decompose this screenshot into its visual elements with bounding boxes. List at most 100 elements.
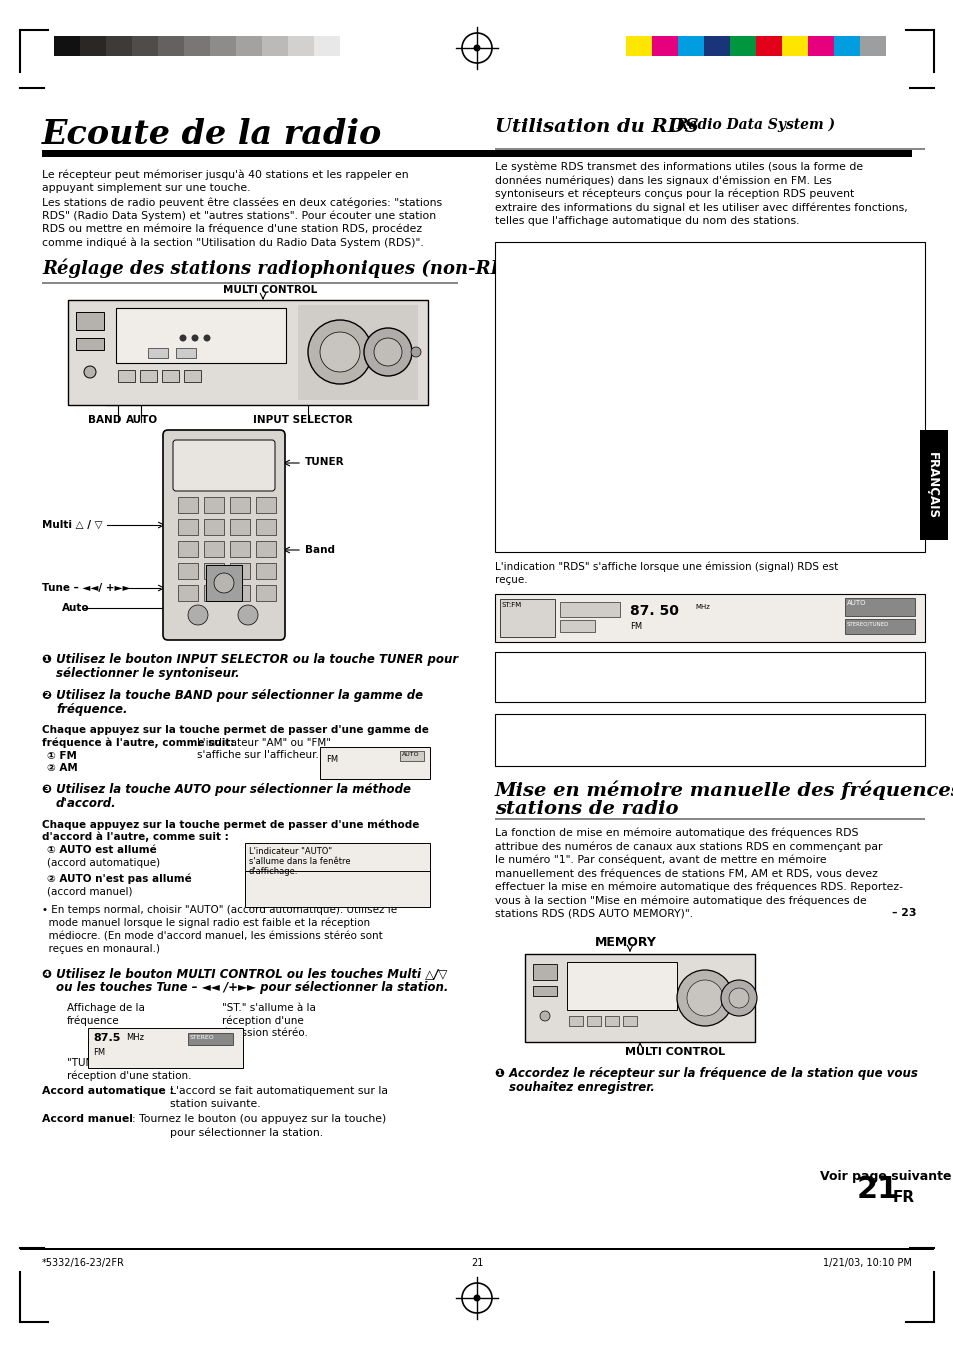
Bar — [132, 36, 158, 55]
Circle shape — [374, 338, 401, 366]
Text: FM: FM — [629, 621, 641, 631]
FancyBboxPatch shape — [163, 430, 285, 640]
Text: Affichage de la
fréquence: Affichage de la fréquence — [67, 1002, 145, 1025]
Bar — [495, 149, 924, 150]
Text: – 23: – 23 — [849, 355, 874, 365]
Bar — [703, 36, 729, 55]
Bar — [230, 585, 250, 601]
Text: Affiche automatiquement le nom de la station émis par la station RDS.: Affiche automatiquement le nom de la sta… — [502, 322, 872, 332]
Bar — [68, 300, 428, 405]
Bar — [42, 282, 457, 284]
Bar — [20, 1248, 933, 1250]
Bar — [204, 519, 224, 535]
Bar — [148, 349, 168, 358]
Text: ❹ Utilisez le bouton MULTI CONTROL ou les touches Multi △/▽: ❹ Utilisez le bouton MULTI CONTROL ou le… — [42, 967, 447, 979]
Bar — [178, 519, 198, 535]
Text: – 23: – 23 — [892, 908, 916, 917]
Circle shape — [473, 1294, 480, 1301]
Bar — [807, 36, 833, 55]
Text: Fonction RDS AUTO MEMORY (Mise en mémoire automatique: Fonction RDS AUTO MEMORY (Mise en mémoir… — [502, 342, 882, 353]
Text: ❸ Utilisez la touche AUTO pour sélectionner la méthode: ❸ Utilisez la touche AUTO pour sélection… — [42, 784, 411, 796]
Circle shape — [188, 605, 208, 626]
Text: Auto: Auto — [62, 603, 90, 613]
Text: 21: 21 — [471, 1258, 482, 1269]
Text: Recherche automatiquement une station diffusant le type de
programme spécifié.: Recherche automatiquement une station di… — [502, 281, 821, 304]
Bar — [844, 619, 914, 634]
Bar — [559, 603, 619, 617]
Bar — [178, 563, 198, 580]
Bar — [76, 338, 104, 350]
Bar — [495, 713, 924, 766]
Bar — [230, 540, 250, 557]
Text: souhaitez enregistrer.: souhaitez enregistrer. — [509, 1081, 654, 1094]
Bar — [533, 986, 557, 996]
Text: Accord automatique :: Accord automatique : — [42, 1086, 173, 1096]
FancyBboxPatch shape — [172, 440, 274, 490]
Bar — [88, 1028, 243, 1069]
Bar — [204, 563, 224, 580]
Bar — [178, 540, 198, 557]
Bar — [625, 36, 651, 55]
Text: Chaque appuyez sur la touche permet de passer d'une méthode: Chaque appuyez sur la touche permet de p… — [42, 819, 419, 830]
Text: L'indication "RDS" s'affiche lorsque une émission (signal) RDS est
reçue.: L'indication "RDS" s'affiche lorsque une… — [495, 562, 838, 585]
Bar — [755, 36, 781, 55]
Text: Voir page suivante: Voir page suivante — [820, 1170, 950, 1183]
Bar — [729, 36, 755, 55]
Text: La fonction de mise en mémoire automatique des fréquences RDS
attribue des numér: La fonction de mise en mémoire automatiq… — [495, 828, 902, 919]
Text: BAND: BAND — [88, 415, 121, 426]
Text: ou les touches Tune – ◄◄ /+►► pour sélectionner la station.: ou les touches Tune – ◄◄ /+►► pour sélec… — [56, 981, 448, 994]
Bar — [859, 36, 885, 55]
Text: Le message textuel émis par une station RDS s'affiche lorsque vous
appuyez sur l: Le message textuel émis par une station … — [502, 453, 872, 490]
Bar — [622, 1016, 637, 1025]
Bar — [495, 653, 924, 703]
Bar — [76, 312, 104, 330]
Circle shape — [203, 335, 211, 342]
Text: Multi △ / ▽: Multi △ / ▽ — [42, 520, 103, 530]
Text: "ST." s'allume à la
réception d'une
émission stéréo.: "ST." s'allume à la réception d'une émis… — [222, 1002, 315, 1039]
Text: ST:FM: ST:FM — [501, 603, 521, 608]
Bar — [533, 965, 557, 979]
Bar — [245, 843, 430, 880]
Bar — [204, 497, 224, 513]
Text: stations de radio: stations de radio — [495, 800, 678, 817]
Bar — [495, 817, 924, 820]
Bar — [919, 430, 947, 540]
Text: – 23: – 23 — [893, 746, 916, 757]
Text: MULTI CONTROL: MULTI CONTROL — [223, 285, 317, 295]
Bar — [106, 36, 132, 55]
Text: (Radio Data System ): (Radio Data System ) — [669, 118, 834, 132]
Text: ❷ Utilisez la touche BAND pour sélectionner la gamme de: ❷ Utilisez la touche BAND pour sélection… — [42, 689, 423, 703]
Bar — [651, 36, 678, 55]
Bar — [175, 349, 195, 358]
Text: FRANÇAIS: FRANÇAIS — [924, 451, 938, 519]
Text: d'accord.: d'accord. — [56, 797, 116, 811]
Bar — [288, 36, 314, 55]
Bar — [297, 305, 417, 400]
Bar — [339, 36, 366, 55]
Text: 87.5: 87.5 — [92, 1034, 120, 1043]
Text: MHz: MHz — [695, 604, 709, 611]
Bar — [158, 36, 184, 55]
Bar — [559, 620, 595, 632]
Text: sélectionner le syntoniseur.: sélectionner le syntoniseur. — [56, 667, 239, 680]
Text: INPUT SELECTOR: INPUT SELECTOR — [253, 415, 353, 426]
Text: • En temps normal, choisir "AUTO" (accord automatique). Utilisez le
  mode manue: • En temps normal, choisir "AUTO" (accor… — [42, 905, 396, 954]
Bar — [230, 563, 250, 580]
Bar — [568, 1016, 582, 1025]
Bar — [178, 497, 198, 513]
Bar — [184, 370, 201, 382]
Bar — [319, 747, 430, 780]
Text: ② AUTO n'est pas allumé: ② AUTO n'est pas allumé — [47, 873, 192, 884]
Text: 21: 21 — [856, 1175, 899, 1204]
Text: fréquence.: fréquence. — [56, 703, 128, 716]
Text: Band: Band — [305, 544, 335, 555]
Text: : Tournez le bouton (ou appuyez sur la touche): : Tournez le bouton (ou appuyez sur la t… — [132, 1115, 386, 1124]
Bar — [399, 751, 423, 761]
Bar — [566, 962, 677, 1011]
Text: ❶ Accordez le récepteur sur la fréquence de la station que vous: ❶ Accordez le récepteur sur la fréquence… — [495, 1067, 917, 1079]
Circle shape — [720, 979, 757, 1016]
Text: FR: FR — [892, 1190, 914, 1205]
Text: Fonctions RDS:: Fonctions RDS: — [502, 250, 608, 263]
Circle shape — [677, 970, 732, 1025]
Bar — [184, 36, 210, 55]
